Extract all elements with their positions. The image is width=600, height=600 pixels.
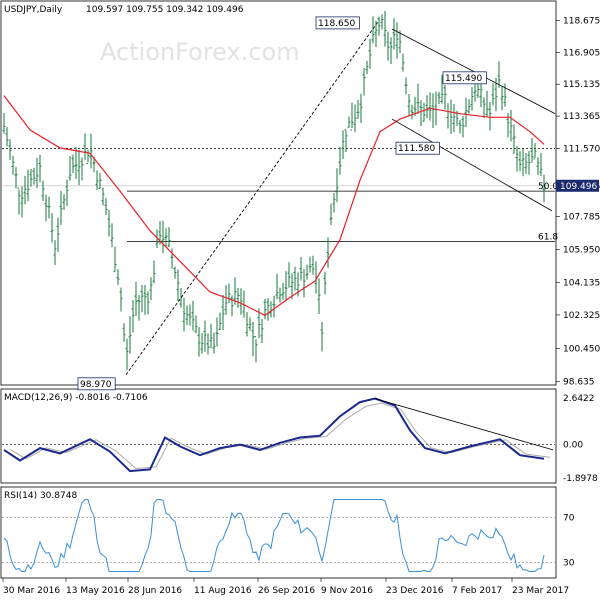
x-tick-label: 11 Aug 2016 — [194, 586, 252, 596]
current-price-box — [556, 179, 599, 192]
y-tick-label: 102.325 — [563, 311, 600, 321]
x-tick-label: 23 Mar 2017 — [512, 586, 569, 596]
y-tick-label: 105.950 — [563, 246, 600, 256]
y-tick-label: 104.135 — [563, 278, 600, 288]
dashed-trend-line — [125, 21, 379, 376]
rsi-tick-label: 30 — [563, 559, 575, 569]
annotation-label: 61.8 — [538, 233, 558, 243]
annotation-box — [442, 71, 487, 85]
x-tick-label: 28 Jun 2016 — [128, 586, 182, 596]
macd-panel — [0, 388, 557, 484]
y-tick-label: 111.570 — [563, 144, 600, 154]
x-tick-label: 30 Mar 2016 — [3, 586, 60, 596]
rsi-title: RSI(14) 30.8748 — [4, 491, 77, 501]
annotation-box — [315, 16, 360, 30]
annotation-label: 115.490 — [445, 74, 482, 84]
watermark: ActionForex.com — [100, 38, 300, 66]
rsi-line — [3, 499, 545, 572]
rsi-layer — [2, 499, 555, 572]
x-tick-label: 13 May 2016 — [66, 586, 125, 596]
moving-average-line — [3, 95, 545, 317]
annotation-box — [77, 377, 116, 391]
macd-title: MACD(12,26,9) -0.8016 -0.7106 — [4, 393, 148, 403]
current-price-label: 109.496 — [560, 182, 597, 192]
y-tick-label: 98.635 — [563, 377, 595, 387]
axis-layer: 118.675 116.905 115.135 113.365 111.570 109.4… — [2, 16, 600, 596]
annotation-label: 118.650 — [318, 19, 355, 29]
channel-upper-line — [391, 28, 556, 115]
x-tick-label: 23 Dec 2016 — [386, 586, 444, 596]
rsi-tick-label: 70 — [563, 514, 575, 524]
x-tick-label: 9 Nov 2016 — [321, 586, 373, 596]
macd-line — [3, 397, 545, 473]
macd-tick-label: 2.6422 — [563, 394, 595, 404]
y-tick-label: 113.365 — [563, 112, 600, 122]
macd-tick-label: -1.8978 — [563, 474, 598, 484]
x-tick-label: 7 Feb 2017 — [452, 586, 502, 596]
annotation-label: 98.970 — [80, 380, 112, 390]
y-tick-label: 116.905 — [563, 48, 600, 58]
annotation-label: 111.580 — [398, 144, 435, 154]
macd-layer — [2, 397, 555, 473]
chart-title: USDJPY,Daily — [4, 5, 63, 15]
macd-signal-line — [9, 402, 551, 470]
price-layer: 118.650 115.490 111.580 98.970 50.0 61.8 — [2, 10, 558, 391]
channel-lower-line — [391, 118, 553, 212]
macd-trend-line — [374, 398, 554, 451]
y-tick-label: 118.675 — [563, 16, 600, 26]
y-tick-label: 107.785 — [563, 213, 600, 223]
ohlc-header: 109.597 109.755 109.342 109.496 — [86, 5, 244, 15]
annotation-box — [395, 141, 440, 155]
y-tick-label: 100.450 — [563, 345, 600, 355]
y-tick-label: 115.135 — [563, 80, 600, 90]
macd-tick-label: 0.00 — [563, 441, 583, 451]
annotation-label: 50.0 — [538, 182, 558, 192]
price-panel — [0, 0, 557, 386]
x-tick-label: 26 Sep 2016 — [258, 586, 315, 596]
